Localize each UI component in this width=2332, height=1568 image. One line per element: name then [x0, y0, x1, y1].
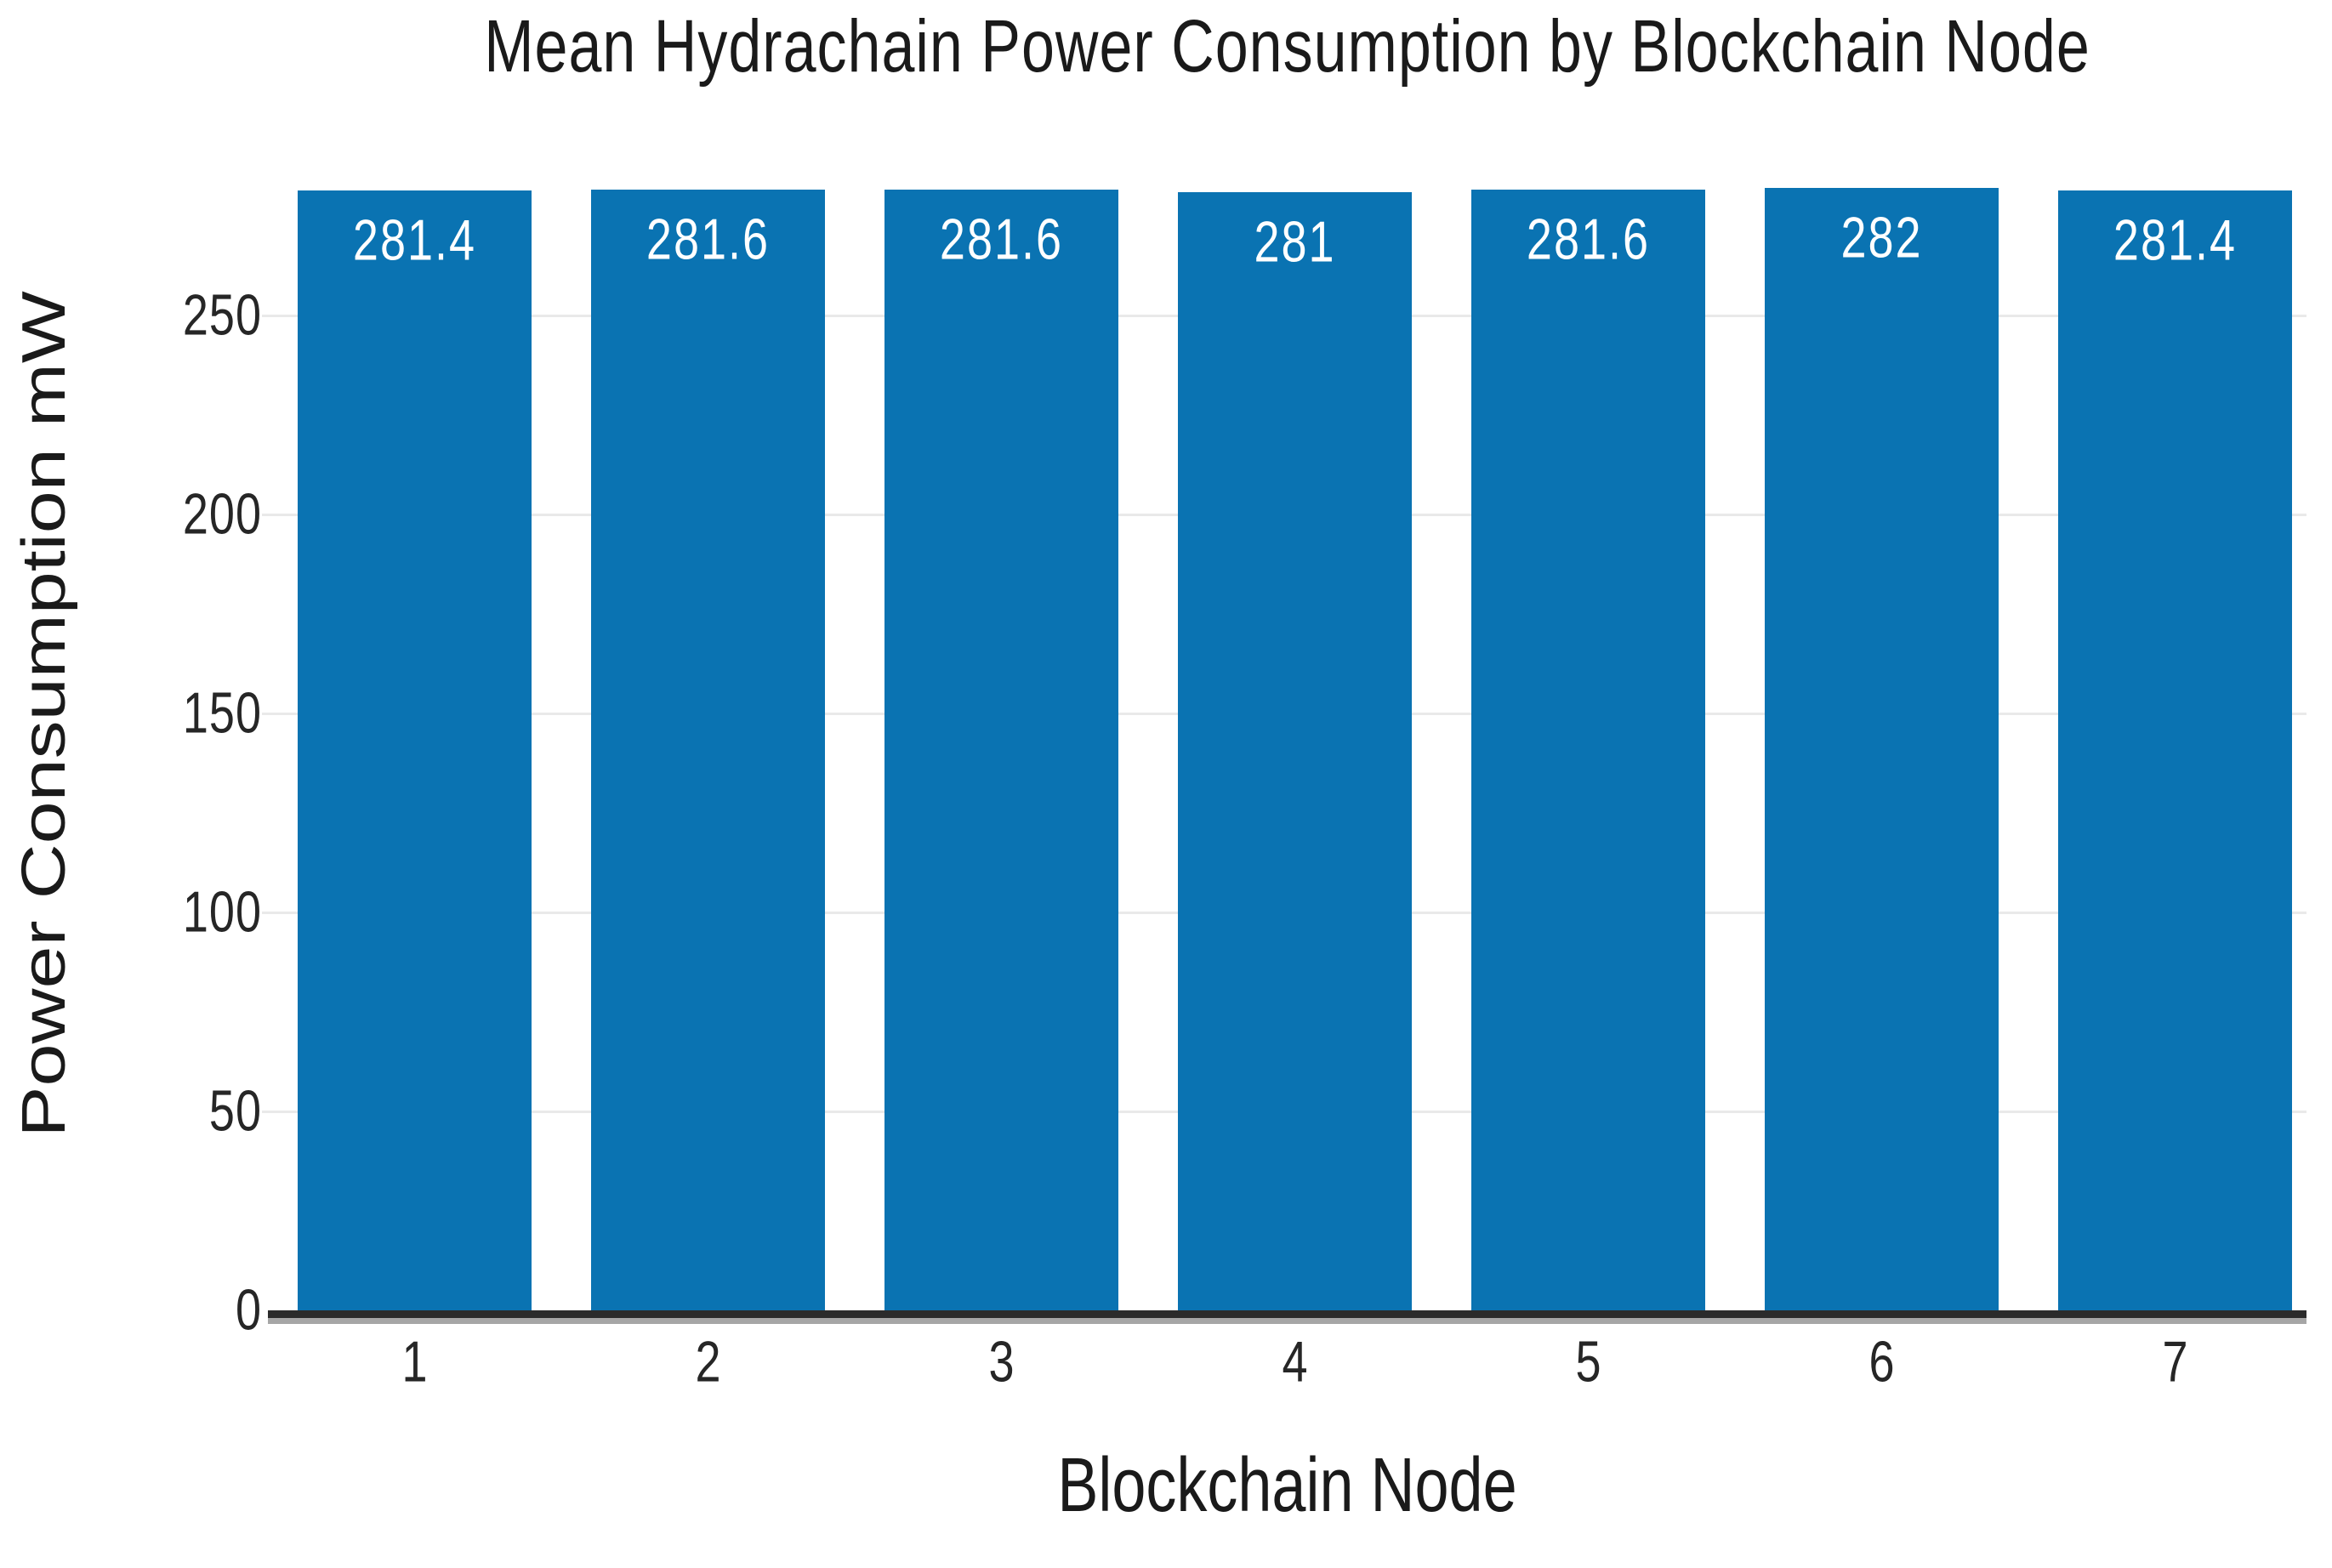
- bar-value-label-2: 281.6: [591, 208, 825, 272]
- y-tick-label-text: 0: [235, 1278, 262, 1343]
- x-tick-label-4: 4: [1210, 1333, 1380, 1391]
- bar-node-5: [1471, 190, 1705, 1310]
- x-tick-label-text: 4: [1282, 1330, 1308, 1395]
- y-tick-label-text: 100: [182, 880, 262, 945]
- bar-value-label-text: 281.6: [1526, 207, 1651, 272]
- bar-value-label-7: 281.4: [2058, 209, 2292, 273]
- y-tick-label-text: 250: [182, 283, 262, 348]
- bar-value-label-6: 282: [1765, 207, 1999, 270]
- bar-value-label-3: 281.6: [884, 208, 1118, 272]
- chart-title: Mean Hydrachain Power Consumption by Blo…: [268, 4, 2306, 88]
- bar-node-1: [298, 190, 532, 1310]
- x-tick-label-7: 7: [2090, 1333, 2261, 1391]
- x-tick-label-3: 3: [917, 1333, 1087, 1391]
- y-tick-label-250: 250: [83, 287, 262, 344]
- bar-value-label-4: 281: [1178, 210, 1412, 274]
- y-tick-label-text: 200: [182, 482, 262, 547]
- x-tick-label-text: 1: [401, 1330, 428, 1395]
- bar-value-label-text: 282: [1840, 206, 1923, 270]
- x-axis-label-text: Blockchain Node: [1057, 1443, 1517, 1528]
- bar-value-label-1: 281.4: [298, 209, 532, 273]
- bar-value-label-text: 281.4: [2113, 208, 2238, 273]
- x-tick-label-2: 2: [623, 1333, 793, 1391]
- bar-node-2: [591, 190, 825, 1310]
- bar-node-6: [1765, 188, 1999, 1310]
- y-tick-label-50: 50: [83, 1082, 262, 1140]
- chart-title-text: Mean Hydrachain Power Consumption by Blo…: [484, 4, 2090, 88]
- y-tick-label-text: 150: [182, 681, 262, 746]
- x-tick-label-6: 6: [1797, 1333, 1967, 1391]
- bar-value-label-text: 281.6: [646, 207, 771, 272]
- bar-node-4: [1178, 191, 1412, 1310]
- x-tick-label-1: 1: [330, 1333, 500, 1391]
- x-axis-shadow: [268, 1318, 2306, 1324]
- y-tick-label-150: 150: [83, 685, 262, 742]
- y-axis-label-text: Power Consumption mW: [10, 291, 78, 1138]
- bar-value-label-text: 281.6: [939, 207, 1064, 272]
- x-tick-label-text: 6: [1868, 1330, 1895, 1395]
- x-tick-label-5: 5: [1504, 1333, 1674, 1391]
- bar-node-3: [884, 190, 1118, 1310]
- y-tick-label-200: 200: [83, 486, 262, 543]
- bar-value-label-text: 281: [1254, 210, 1336, 275]
- bar-node-7: [2058, 190, 2292, 1310]
- x-tick-label-text: 2: [695, 1330, 721, 1395]
- x-axis-line: [268, 1310, 2306, 1318]
- y-tick-label-0: 0: [83, 1281, 262, 1339]
- y-axis-label: Power Consumption mW: [2, 291, 87, 1137]
- y-tick-label-100: 100: [83, 883, 262, 941]
- bar-value-label-5: 281.6: [1471, 208, 1705, 272]
- x-tick-label-text: 5: [1575, 1330, 1601, 1395]
- x-axis-label: Blockchain Node: [268, 1443, 2306, 1528]
- x-tick-label-text: 7: [2162, 1330, 2188, 1395]
- y-tick-label-text: 50: [208, 1079, 262, 1144]
- bar-value-label-text: 281.4: [352, 208, 477, 273]
- x-tick-label-text: 3: [988, 1330, 1015, 1395]
